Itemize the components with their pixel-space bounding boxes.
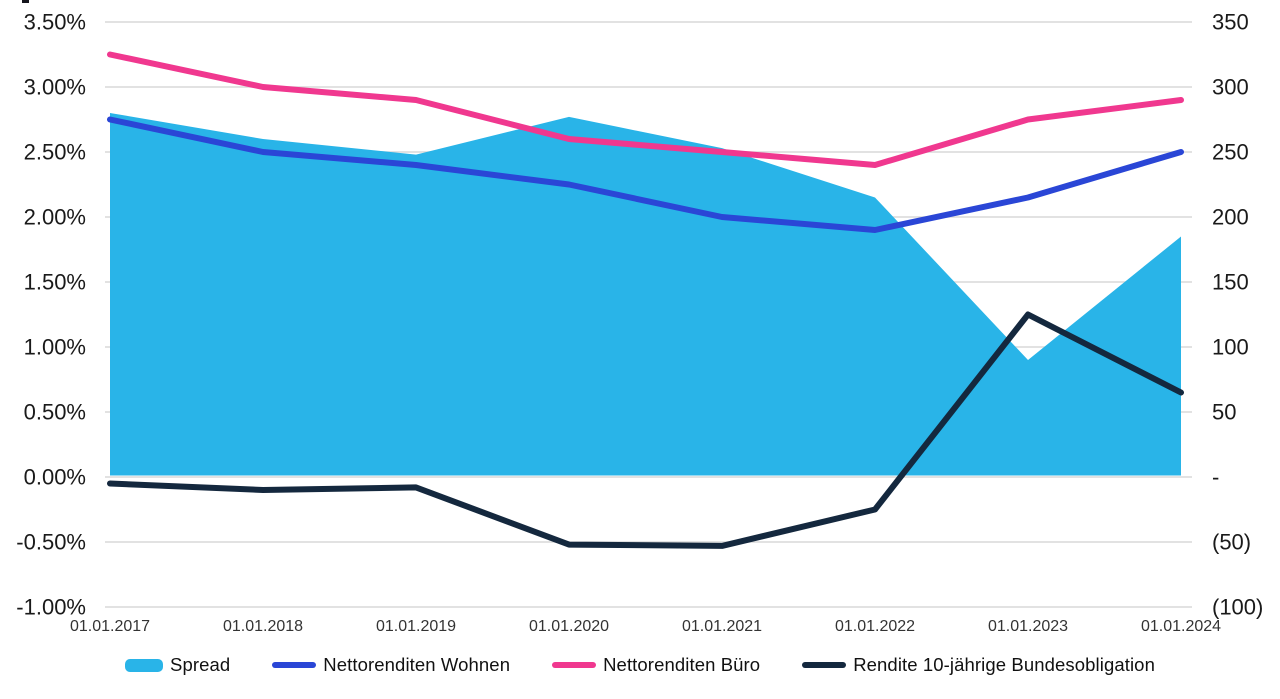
left-axis-tick-label: 0.50% — [24, 400, 86, 425]
x-axis-tick-label: 01.01.2021 — [682, 618, 762, 635]
chart-legend: Spread Nettorenditen Wohnen Nettorendite… — [0, 649, 1280, 681]
right-axis-tick-label: 50 — [1212, 400, 1236, 425]
x-axis-tick-label: 01.01.2023 — [988, 618, 1068, 635]
right-axis-tick-label: 200 — [1212, 205, 1249, 230]
left-axis-tick-label: 0.00% — [24, 465, 86, 490]
x-axis-tick-label: 01.01.2019 — [376, 618, 456, 635]
left-axis-tick-label: -1.00% — [16, 595, 86, 620]
right-axis-tick-label: 300 — [1212, 75, 1249, 100]
x-axis-tick-label: 01.01.2018 — [223, 618, 303, 635]
legend-item-spread: Spread — [125, 654, 230, 676]
line-series-left — [107, 116, 1184, 233]
cropped-edge-artifact — [22, 0, 29, 3]
right-axis-tick-label: - — [1212, 465, 1219, 490]
legend-label-nettorenditen-wohnen: Nettorenditen Wohnen — [323, 654, 511, 675]
right-axis-tick-label: 150 — [1212, 270, 1249, 295]
left-axis-tick-label: -0.50% — [16, 530, 86, 555]
right-axis-tick-label: 350 — [1212, 10, 1249, 35]
left-axis-tick-label: 2.00% — [24, 205, 86, 230]
legend-item-bundesobligation: Rendite 10-jährige Bundesobligation — [802, 654, 1155, 676]
x-axis-tick-label: 01.01.2020 — [529, 618, 609, 635]
right-axis-tick-label: (100) — [1212, 595, 1263, 620]
right-axis-tick-label: (50) — [1212, 530, 1251, 555]
right-axis-tick-label: 100 — [1212, 335, 1249, 360]
left-axis-tick-label: 2.50% — [24, 140, 86, 165]
x-axis-tick-label: 01.01.2022 — [835, 618, 915, 635]
line-series-left — [107, 51, 1184, 168]
line-series-right — [107, 311, 1184, 549]
spread-area-series — [110, 113, 1181, 476]
wohnen-line-swatch-icon — [272, 662, 317, 668]
x-axis-tick-label: 01.01.2017 — [70, 618, 150, 635]
spread-area-swatch-icon — [125, 658, 164, 672]
left-axis-tick-label: 3.50% — [24, 10, 86, 35]
legend-label-nettorenditen-buero: Nettorenditen Büro — [603, 654, 761, 675]
x-axis-tick-label: 01.01.2024 — [1141, 618, 1221, 635]
right-axis-tick-label: 250 — [1212, 140, 1249, 165]
left-axis-tick-label: 3.00% — [24, 75, 86, 100]
buero-line-swatch-icon — [552, 662, 597, 668]
legend-label-spread: Spread — [170, 654, 231, 675]
left-axis-tick-label: 1.00% — [24, 335, 86, 360]
left-axis-tick-label: 1.50% — [24, 270, 86, 295]
bundesobligation-line-swatch-icon — [802, 662, 847, 668]
legend-item-nettorenditen-wohnen: Nettorenditen Wohnen — [272, 654, 510, 676]
legend-label-bundesobligation: Rendite 10-jährige Bundesobligation — [853, 654, 1155, 675]
legend-item-nettorenditen-buero: Nettorenditen Büro — [552, 654, 760, 676]
